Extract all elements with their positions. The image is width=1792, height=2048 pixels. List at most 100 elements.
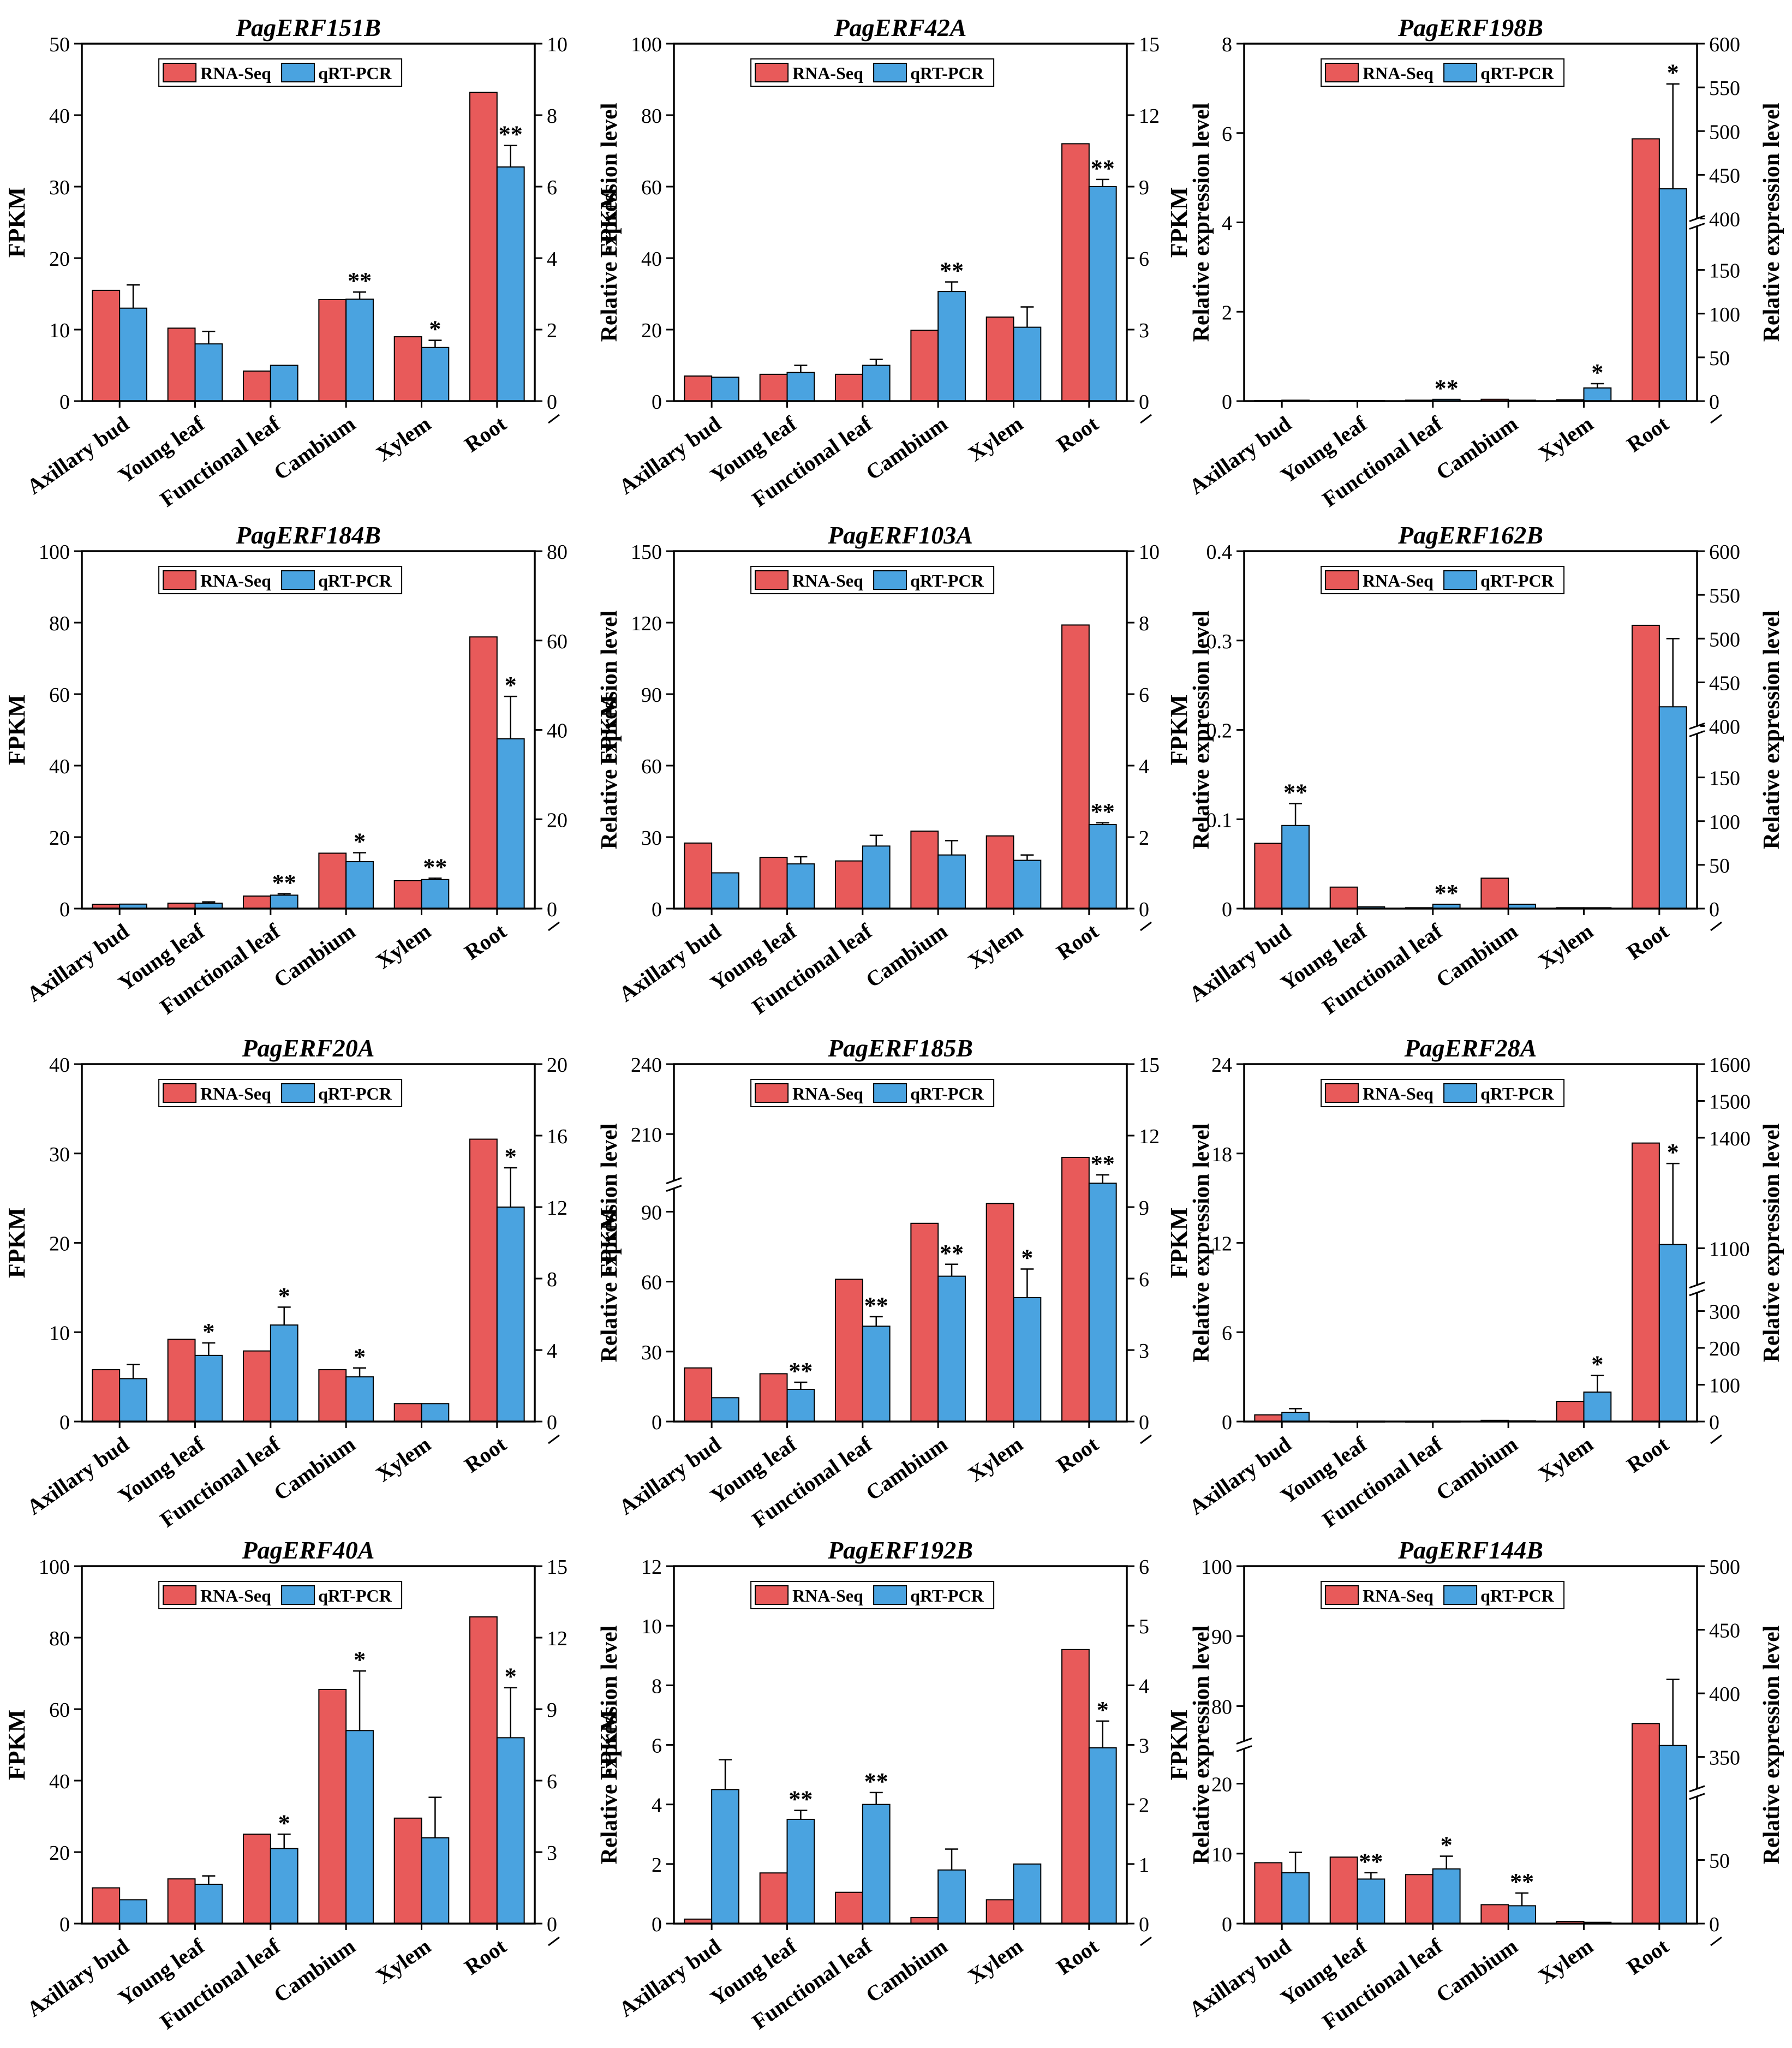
chart-title: PagERF198B — [1397, 14, 1543, 41]
bar-qrt-pcr — [270, 894, 298, 909]
bar-qrt-pcr — [862, 365, 891, 402]
legend-swatch-qrt-pcr — [1443, 1083, 1478, 1103]
significance-mark: ** — [864, 1768, 888, 1795]
y-tick-label-left: 30 — [49, 1143, 70, 1166]
bar-rna-seq — [1329, 886, 1358, 909]
x-tick-label: Root — [1622, 1933, 1674, 1979]
y-tick-label-left: 0 — [652, 391, 662, 414]
y-tick-label-left: 30 — [641, 1341, 662, 1364]
y-axis-label-right: Relative expression level — [1759, 103, 1784, 342]
bar-qrt-pcr — [119, 307, 147, 402]
y-tick-label-right: 80 — [547, 541, 568, 564]
significance-mark: ** — [1283, 779, 1307, 806]
legend-swatch-qrt-pcr — [1443, 570, 1478, 590]
x-tick-label: Cambium — [269, 919, 360, 993]
axis-break-left-mark — [666, 1185, 682, 1192]
y-tick-label-right: 3 — [1139, 1735, 1149, 1758]
bar-rna-seq — [243, 370, 271, 402]
y-axis-label-left: FPKM — [1166, 1710, 1192, 1781]
significance-mark: * — [1441, 1831, 1453, 1858]
x-tick-label: Xylem — [964, 919, 1028, 974]
y-axis-label-left: FPKM — [595, 1710, 622, 1781]
legend-swatch-qrt-pcr — [1443, 1585, 1478, 1605]
legend-label-rna-seq: RNA-Seq — [792, 1586, 863, 1605]
y-tick-label-right: 4 — [1139, 755, 1149, 778]
y-tick-label-right: 9 — [1139, 176, 1149, 199]
legend-swatch-qrt-pcr — [281, 570, 315, 590]
y-tick-label-left: 60 — [641, 755, 662, 778]
y-tick-label-right: 500 — [1709, 1556, 1740, 1579]
legend-swatch-qrt-pcr — [873, 63, 907, 82]
bar-qrt-pcr — [270, 1324, 298, 1422]
bar-rna-seq — [1254, 1414, 1283, 1422]
x-tick-label: Xylem — [372, 1432, 435, 1487]
bar-qrt-pcr — [496, 738, 525, 909]
x-axis-end-mark — [548, 921, 560, 932]
bar-rna-seq — [243, 1350, 271, 1422]
y-tick-label-left: 120 — [631, 612, 662, 635]
y-tick-label-left: 40 — [49, 755, 70, 778]
x-tick-label: Cambium — [861, 919, 952, 993]
x-tick-label: Axillary bud — [1185, 919, 1295, 1007]
legend-swatch-rna-seq — [163, 63, 197, 82]
x-tick-label: Cambium — [861, 411, 952, 485]
y-tick-label-left: 20 — [49, 1233, 70, 1256]
y-tick-label-right: 0 — [1139, 898, 1149, 921]
bar-rna-seq — [1632, 1723, 1660, 1924]
legend-swatch-rna-seq — [755, 1585, 789, 1605]
legend-label-qrt-pcr: qRT-PCR — [1480, 571, 1555, 590]
x-tick-label: Xylem — [372, 1934, 435, 1989]
y-axis-label-left: FPKM — [595, 695, 622, 766]
bar-qrt-pcr — [1281, 825, 1310, 909]
y-tick-label-right: 1600 — [1709, 1054, 1751, 1077]
legend-swatch-qrt-pcr — [873, 570, 907, 590]
y-tick-label-left: 40 — [49, 105, 70, 128]
x-tick-label: Axillary bud — [22, 1432, 133, 1520]
y-tick-label-left: 210 — [631, 1124, 662, 1147]
plot-frame — [673, 1063, 1128, 1423]
y-tick-label-left: 10 — [49, 319, 70, 342]
y-tick-label-right: 1100 — [1709, 1238, 1750, 1261]
y-tick-label-right: 15 — [1139, 1054, 1160, 1077]
y-tick-label-right: 450 — [1709, 164, 1740, 187]
bar-qrt-pcr — [345, 1730, 374, 1925]
bar-rna-seq — [985, 1899, 1014, 1924]
chart-title: PagERF184B — [235, 521, 381, 549]
y-tick-label-left: 0 — [1222, 1411, 1232, 1434]
bar-qrt-pcr — [270, 1848, 298, 1924]
significance-mark: ** — [1091, 1150, 1115, 1177]
y-tick-label-left: 60 — [49, 684, 70, 707]
y-tick-label-right: 3 — [1139, 319, 1149, 342]
bar-qrt-pcr — [1658, 1745, 1687, 1925]
bar-rna-seq — [1061, 1156, 1090, 1423]
x-axis-end-mark — [1140, 1936, 1152, 1947]
bar-rna-seq — [1329, 1856, 1358, 1924]
y-axis-label-right: Relative expression level — [1189, 611, 1214, 850]
y-tick-label-right: 150 — [1709, 767, 1740, 790]
chart-title: PagERF151B — [235, 14, 381, 41]
y-tick-label-left: 100 — [39, 541, 70, 564]
y-axis-label-left: FPKM — [1166, 1208, 1192, 1279]
y-tick-label-right: 5 — [1139, 1615, 1149, 1638]
y-tick-label-left: 0 — [59, 1411, 70, 1434]
legend-label-qrt-pcr: qRT-PCR — [1480, 1586, 1555, 1605]
bar-rna-seq — [835, 1891, 863, 1924]
axis-break-right-mark — [1689, 1289, 1705, 1297]
chart-title: PagERF192B — [827, 1536, 973, 1564]
x-tick-label: Axillary bud — [614, 1432, 725, 1520]
bar-qrt-pcr — [194, 343, 223, 402]
y-tick-label-right: 0 — [1139, 391, 1149, 414]
axis-break-left-mark — [1236, 1737, 1252, 1745]
bar-rna-seq — [759, 1373, 788, 1423]
legend-label-rna-seq: RNA-Seq — [1363, 571, 1433, 590]
y-tick-label-left: 0 — [652, 898, 662, 921]
y-tick-label-left: 100 — [631, 33, 662, 56]
bar-qrt-pcr — [345, 1376, 374, 1422]
y-tick-label-left: 80 — [49, 1627, 70, 1650]
bar-rna-seq — [318, 852, 347, 909]
plot-frame — [81, 1063, 536, 1423]
